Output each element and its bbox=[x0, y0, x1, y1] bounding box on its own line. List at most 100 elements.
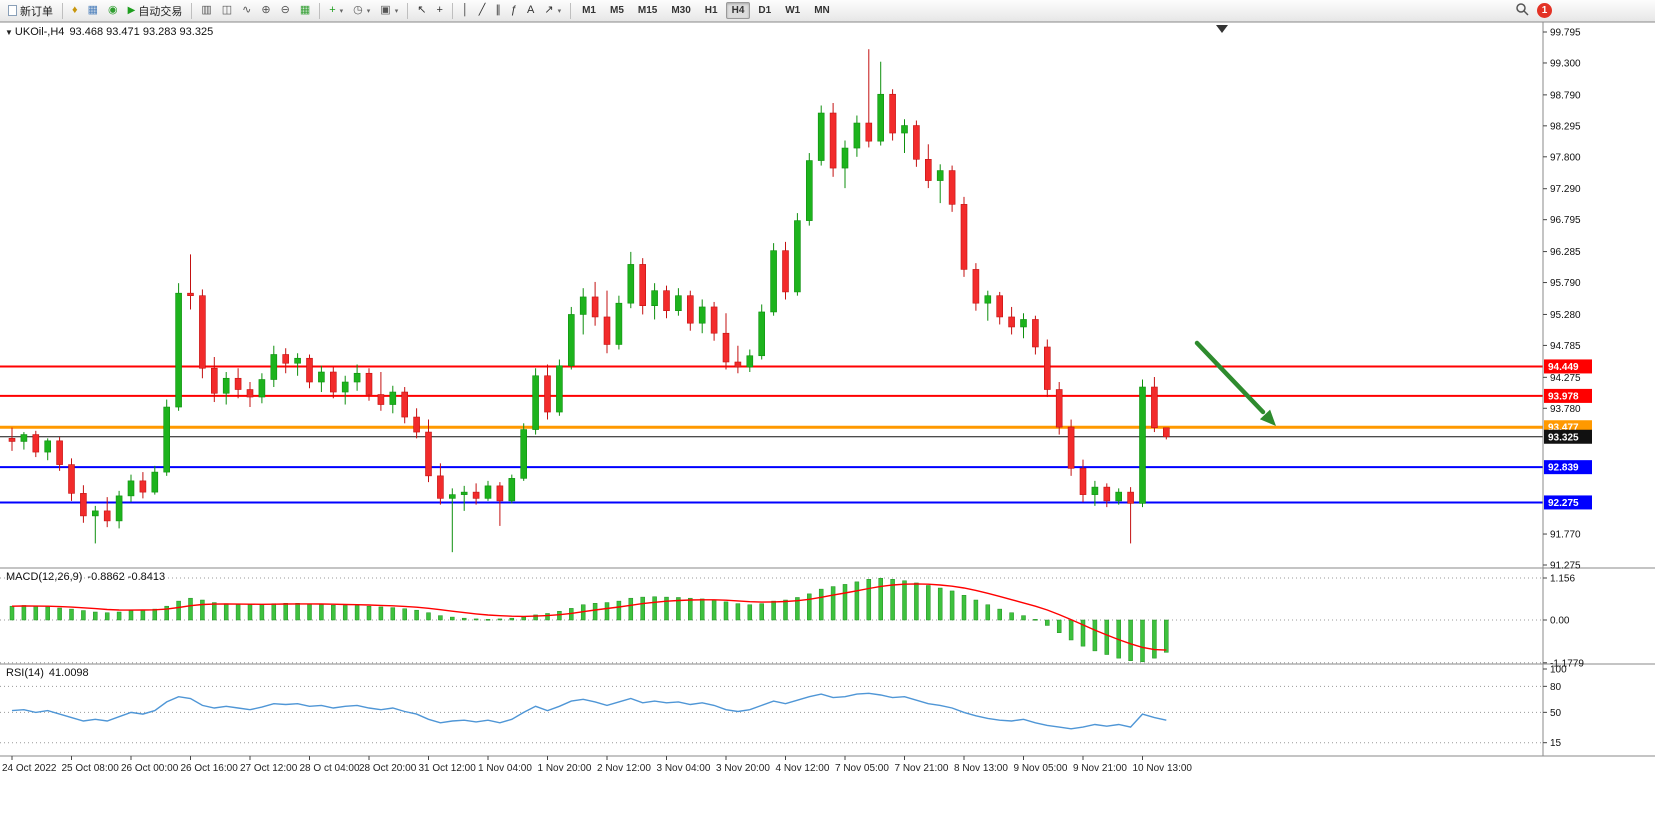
notification-badge[interactable]: 1 bbox=[1537, 3, 1552, 18]
price-tick: 95.280 bbox=[1550, 310, 1581, 321]
price-tick: 94.785 bbox=[1550, 341, 1581, 352]
chevron-down-icon: ▾ bbox=[394, 7, 399, 15]
time-tick-label: 25 Oct 08:00 bbox=[62, 763, 120, 774]
line-chart-button[interactable]: ∿ bbox=[237, 1, 256, 20]
rsi-axis-tick: 100 bbox=[1550, 665, 1567, 676]
periods-icon: ◷ bbox=[353, 4, 363, 16]
collapse-chart-icon[interactable]: ▼ bbox=[5, 28, 13, 37]
price-tick: 96.795 bbox=[1550, 215, 1581, 226]
timeframe-MN[interactable]: MN bbox=[808, 2, 836, 19]
data-window-button[interactable]: ▦ bbox=[83, 1, 103, 20]
time-tick-label: 7 Nov 21:00 bbox=[895, 763, 949, 774]
time-tick-label: 3 Nov 04:00 bbox=[657, 763, 711, 774]
zoom-out-icon: ⊖ bbox=[280, 4, 290, 16]
tile-windows-button[interactable]: ▦ bbox=[295, 1, 315, 20]
cursor-icon: ↖ bbox=[417, 4, 427, 16]
fibonacci-icon: ƒ bbox=[510, 4, 517, 16]
macd-title: MACD(12,26,9) -0.8862 -0.8413 bbox=[6, 571, 165, 583]
time-tick-label: 9 Nov 05:00 bbox=[1014, 763, 1068, 774]
data-window-icon: ▦ bbox=[87, 4, 99, 16]
price-badge-93.325 bbox=[1544, 429, 1592, 444]
time-tick-label: 2 Nov 12:00 bbox=[597, 763, 651, 774]
auto-trading-button[interactable]: ▶ 自动交易 bbox=[123, 1, 188, 20]
chart-shift-marker[interactable] bbox=[1216, 25, 1228, 33]
candlestick-chart-button[interactable]: ◫ bbox=[217, 1, 237, 20]
chevron-down-icon: ▾ bbox=[339, 7, 344, 15]
new-order-label: 新订单 bbox=[20, 5, 53, 18]
chevron-down-icon: ▾ bbox=[366, 7, 371, 15]
templates-button[interactable]: ▣ ▾ bbox=[375, 1, 403, 20]
price-tick: 94.275 bbox=[1550, 373, 1581, 384]
zoom-out-button[interactable]: ⊖ bbox=[276, 1, 295, 20]
timeframe-M15[interactable]: M15 bbox=[632, 2, 663, 19]
toolbar-group-profiles: ♦ ▦ ◉ bbox=[67, 1, 123, 20]
toolbar-group-insert: + ▾ ◷ ▾ ▣ ▾ bbox=[324, 1, 403, 20]
channel-icon: ∥ bbox=[495, 4, 501, 16]
macd-axis-tick: -1.1779 bbox=[1550, 658, 1584, 669]
price-tick: 98.790 bbox=[1550, 90, 1581, 101]
macd-values: -0.8862 -0.8413 bbox=[87, 571, 166, 583]
time-tick-label: 1 Nov 04:00 bbox=[478, 763, 532, 774]
price-badge-94.449 bbox=[1544, 359, 1592, 374]
price-badge-label: 93.978 bbox=[1548, 391, 1579, 402]
crosshair-icon: + bbox=[436, 4, 443, 16]
channel-button[interactable]: ∥ bbox=[490, 1, 506, 20]
price-axis[interactable]: 99.795 99.300 98.790 98.295 97.800 97.290 96.7… bbox=[1543, 28, 1592, 750]
macd-label: MACD(12,26,9) bbox=[6, 571, 83, 583]
bar-chart-button[interactable]: ▥ bbox=[196, 1, 216, 20]
new-order-button[interactable]: 新订单 bbox=[3, 1, 58, 20]
time-axis[interactable]: 24 Oct 2022 25 Oct 08:00 26 Oct 00:00 26 Oc… bbox=[2, 756, 1192, 774]
cursor-button[interactable]: ↖ bbox=[412, 1, 431, 20]
price-tick: 91.275 bbox=[1550, 561, 1581, 572]
toolbar-separator bbox=[451, 2, 453, 19]
timeframe-H4[interactable]: H4 bbox=[725, 2, 751, 19]
market-watch-button[interactable]: ♦ bbox=[67, 1, 83, 20]
zoom-in-button[interactable]: ⊕ bbox=[256, 1, 275, 20]
fibonacci-button[interactable]: ƒ bbox=[506, 1, 522, 20]
price-tick: 91.770 bbox=[1550, 530, 1581, 541]
macd-axis-tick: 1.156 bbox=[1550, 574, 1575, 585]
price-tick: 96.285 bbox=[1550, 247, 1581, 258]
auto-trading-play-icon: ▶ bbox=[127, 4, 136, 16]
timeframe-M1[interactable]: M1 bbox=[576, 2, 602, 19]
timeframe-M5[interactable]: M5 bbox=[604, 2, 630, 19]
chevron-down-icon: ▾ bbox=[557, 7, 562, 15]
rsi-line bbox=[11, 692, 1167, 730]
toolbar-separator bbox=[407, 2, 409, 19]
time-tick-label: 27 Oct 12:00 bbox=[240, 763, 298, 774]
timeframe-W1[interactable]: W1 bbox=[779, 2, 806, 19]
timeframe-M30[interactable]: M30 bbox=[665, 2, 696, 19]
toolbar-separator bbox=[191, 2, 193, 19]
indicators-button[interactable]: + ▾ bbox=[324, 1, 348, 20]
time-tick-label: 24 Oct 2022 bbox=[2, 763, 57, 774]
navigator-button[interactable]: ◉ bbox=[103, 1, 123, 20]
time-tick-label: 9 Nov 21:00 bbox=[1073, 763, 1127, 774]
horizontal-lines bbox=[0, 365, 1543, 504]
text-button[interactable]: A bbox=[522, 1, 539, 20]
macd-axis-tick: 0.00 bbox=[1550, 616, 1570, 627]
timeframe-D1[interactable]: D1 bbox=[752, 2, 777, 19]
candles bbox=[8, 49, 1170, 553]
search-icon[interactable] bbox=[1515, 2, 1529, 19]
trendline-button[interactable]: ╱ bbox=[474, 1, 491, 20]
price-badge-label: 94.449 bbox=[1548, 362, 1579, 373]
periods-button[interactable]: ◷ ▾ bbox=[348, 1, 375, 20]
arrows-button[interactable]: ↗ ▾ bbox=[539, 1, 566, 20]
price-badge-label: 92.839 bbox=[1548, 463, 1579, 474]
price-tick: 93.780 bbox=[1550, 404, 1581, 415]
crosshair-button[interactable]: + bbox=[431, 1, 447, 20]
toolbar-group-cursor: ↖ + bbox=[412, 1, 448, 20]
trend-arrow-annotation[interactable] bbox=[1194, 340, 1276, 426]
time-tick-label: 10 Nov 13:00 bbox=[1133, 763, 1193, 774]
toolbar-separator bbox=[62, 2, 63, 19]
bar-chart-icon: ▥ bbox=[201, 4, 212, 16]
tile-windows-icon: ▦ bbox=[299, 4, 311, 16]
candlestick-chart-icon: ◫ bbox=[221, 4, 233, 16]
toolbar-group-zoom: ⊕ ⊖ ▦ bbox=[256, 1, 315, 20]
toolbar-group-draw: │ ╱ ∥ ƒ A ↗ ▾ bbox=[457, 1, 566, 20]
vertical-line-button[interactable]: │ bbox=[457, 1, 474, 20]
trendline-icon: ╱ bbox=[478, 4, 486, 16]
timeframe-H1[interactable]: H1 bbox=[699, 2, 724, 19]
